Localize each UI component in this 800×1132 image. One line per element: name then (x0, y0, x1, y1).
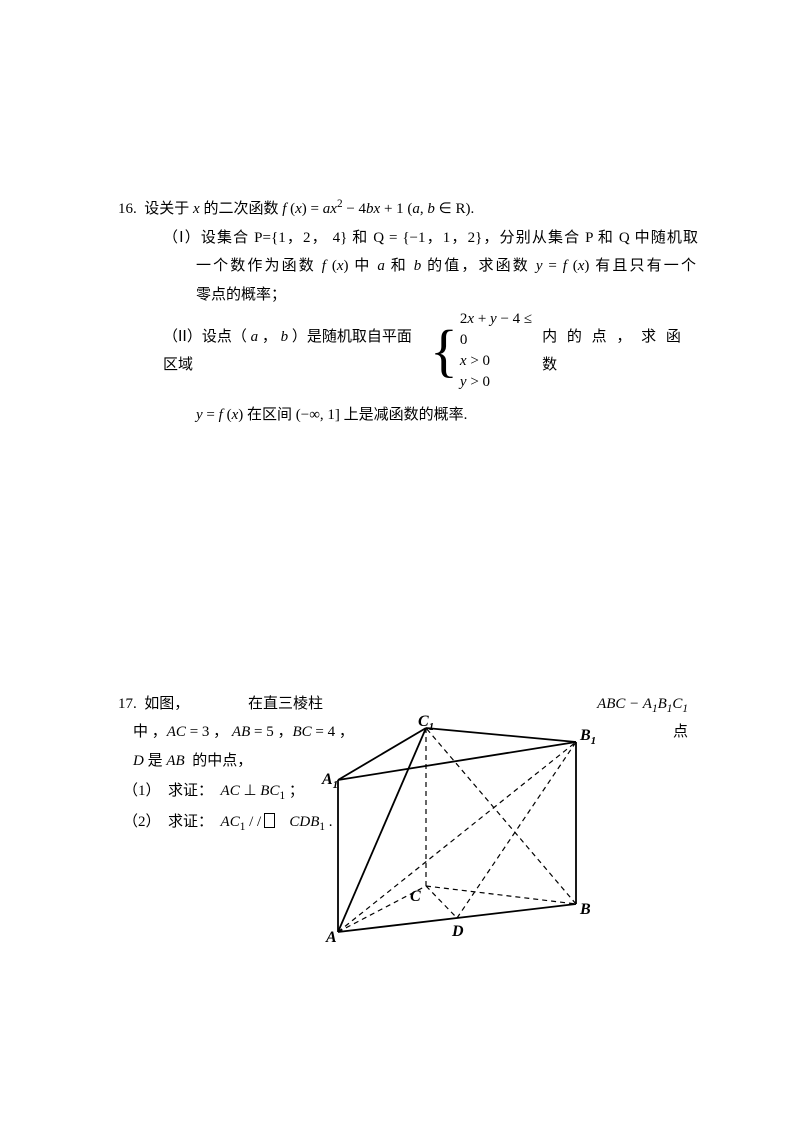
p16-part2-line2: y = f (x) 在区间 (−∞, 1] 上是减函数的概率. (118, 401, 700, 430)
p16-part1-line3: 零点的概率； (118, 281, 700, 310)
text: ={1，2， 4} 和 Q = {−1，1，2}，分别从集合 P 和 Q 中随机… (263, 230, 698, 246)
label-D: D (451, 923, 464, 940)
text: 零点的概率； (196, 287, 286, 303)
text-right: 内 的 点 ， 求 函 数 (542, 323, 698, 380)
text: 的二次函数 (200, 201, 283, 217)
p16-part1-line2: 一个数作为函数 f (x) 中 a 和 b 的值，求函数 y = f (x) 有… (118, 252, 696, 281)
system-row: y > 0 (460, 372, 536, 393)
prism-figure: A B C D A1 B1 C1 (318, 714, 618, 944)
sub-label: （1） (123, 783, 161, 799)
t: 如图， (144, 696, 189, 712)
label-B1: B1 (579, 727, 596, 747)
text: 设关于 (144, 201, 193, 217)
solid-edges (338, 728, 576, 932)
vertex-labels: A B C D A1 B1 C1 (321, 714, 596, 944)
brace-content: 2x + y − 4 ≤ 0 x > 0 y > 0 (460, 309, 536, 393)
system-row: x > 0 (460, 351, 536, 372)
system-row: 2x + y − 4 ≤ 0 (460, 309, 536, 351)
equation-system: { 2x + y − 4 ≤ 0 x > 0 y > 0 (430, 309, 536, 393)
p16-part1-line1: （Ⅰ）设集合 P={1，2， 4} 和 Q = {−1，1，2}，分别从集合 P… (118, 224, 698, 253)
sub-label: （2） (123, 814, 161, 830)
plane-icon (264, 813, 275, 828)
problem-17: 17. 如图， 在直三棱柱 ABC − A1B1C1 中 ，AC = 3 ， A… (118, 690, 700, 837)
p16-stem: 16. 设关于 x 的二次函数 f (x) = ax2 − 4bx + 1 (a… (118, 195, 700, 224)
prism-svg: A B C D A1 B1 C1 (318, 714, 618, 944)
label-A: A (325, 929, 337, 944)
part-label: （Ⅰ） (163, 230, 201, 246)
part-label: （ⅠⅠ） (163, 329, 202, 345)
func-def: f (x) = ax2 − 4bx + 1 (a, b ∈ R). (282, 201, 474, 217)
text-left: （ⅠⅠ）设点（ a ， b ）是随机取自平面区域 (163, 323, 424, 380)
label-B: B (579, 901, 591, 918)
label-C: C (410, 888, 421, 905)
problem-16: 16. 设关于 x 的二次函数 f (x) = ax2 − 4bx + 1 (a… (118, 195, 700, 430)
label-A1: A1 (321, 771, 338, 791)
text: 设集合 P (201, 230, 263, 246)
text: 17. 如图， (118, 690, 248, 719)
brace-icon: { (430, 322, 458, 380)
problem-number: 17. (118, 696, 137, 712)
page-content: 16. 设关于 x 的二次函数 f (x) = ax2 − 4bx + 1 (a… (0, 0, 800, 836)
var-x: x (193, 201, 200, 217)
p16-part2-line1: （ⅠⅠ）设点（ a ， b ）是随机取自平面区域 { 2x + y − 4 ≤ … (118, 309, 698, 393)
problem-number: 16. (118, 201, 137, 217)
